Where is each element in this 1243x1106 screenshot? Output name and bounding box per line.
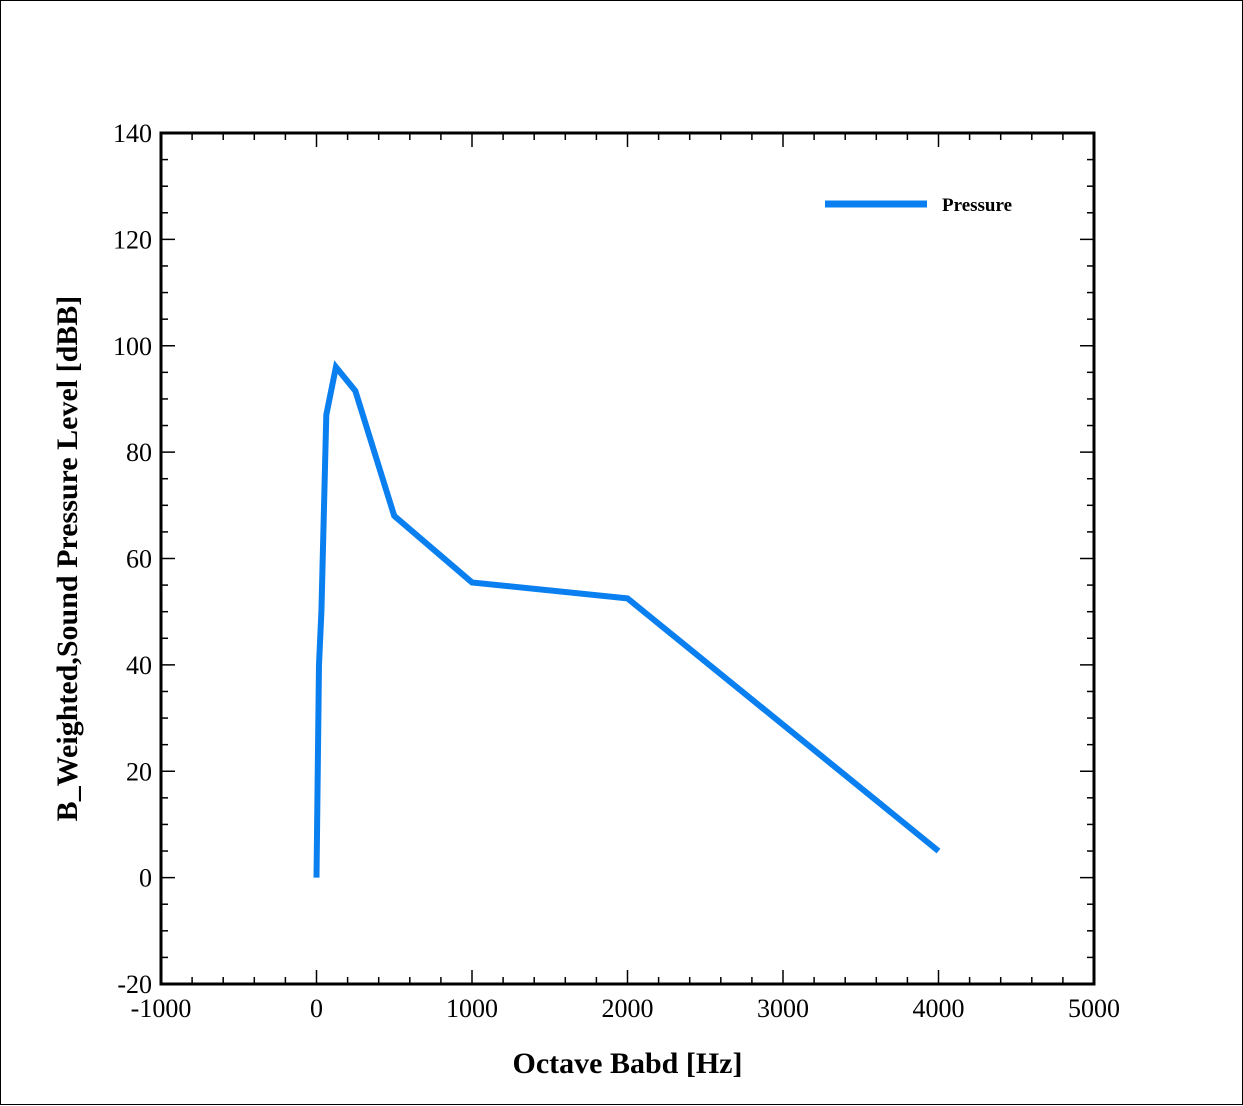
y-axis-title: B_Weighted,Sound Pressure Level [dBB] [51, 296, 84, 822]
y-tick-label: 80 [126, 438, 152, 467]
x-axis-title: Octave Babd [Hz] [513, 1047, 743, 1080]
x-tick-label: 4000 [913, 994, 965, 1023]
series-line-pressure [317, 367, 939, 878]
y-tick-label: 60 [126, 545, 152, 574]
y-tick-label: 100 [113, 332, 152, 361]
y-tick-label: 0 [139, 864, 152, 893]
x-tick-label: 3000 [757, 994, 809, 1023]
y-tick-label: 140 [113, 119, 152, 148]
ticks-layer [161, 133, 1094, 984]
legend-label: Pressure [942, 195, 1012, 216]
x-tick-label: 0 [310, 994, 323, 1023]
x-tick-label: 2000 [602, 994, 654, 1023]
y-tick-label: 20 [126, 757, 152, 786]
y-tick-label: 40 [126, 651, 152, 680]
legend: Pressure [825, 195, 1012, 216]
y-tick-label: -20 [117, 970, 152, 999]
x-tick-label: 5000 [1068, 994, 1120, 1023]
plot-area-border [161, 133, 1094, 984]
x-tick-label: 1000 [446, 994, 498, 1023]
y-tick-label: 120 [113, 225, 152, 254]
series-layer [316, 367, 938, 878]
